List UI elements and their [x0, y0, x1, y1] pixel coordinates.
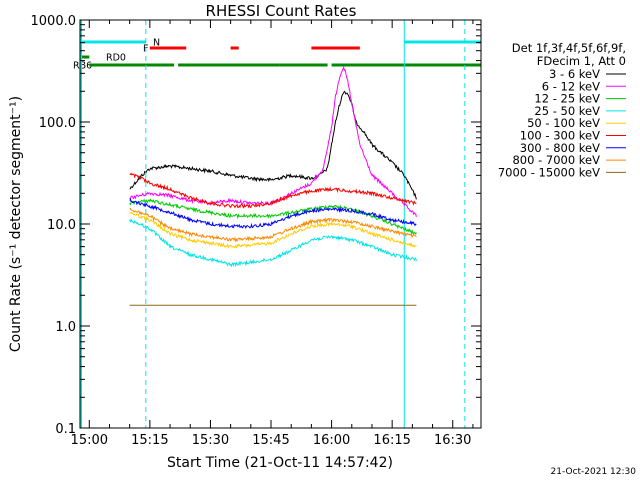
chart-title: RHESSI Count Rates — [206, 2, 357, 20]
y-tick-label-5: 1000.0 — [31, 14, 77, 29]
series-line-4 — [129, 218, 417, 268]
series-line-6 — [129, 172, 417, 209]
legend-label-5: 50 - 100 keV — [527, 116, 600, 130]
y-tick-label-4: 100.0 — [39, 116, 76, 131]
legend-label-3: 12 - 25 keV — [534, 92, 600, 106]
x-tick-label-4: 15:45 — [252, 433, 289, 448]
plot-frame — [79, 19, 482, 429]
legend-label-8: 800 - 7000 keV — [512, 153, 600, 167]
series-line-5 — [129, 212, 417, 250]
y-ticks: 0.1 1.0 10.0 100.0 1000.0 — [31, 14, 481, 437]
series-line-2 — [129, 65, 417, 218]
y-tick-label-1: 0.1 — [55, 422, 76, 437]
flag-label-1: N — [153, 38, 160, 49]
series-line-1 — [129, 90, 417, 200]
flag-label-3: RD0 — [106, 53, 126, 64]
flag-bars-layer: NFRD0RB6 — [73, 38, 481, 72]
legend-label-1: 3 - 6 keV — [549, 67, 600, 81]
y-tick-label-3: 10.0 — [47, 218, 76, 233]
x-axis-title: Start Time (21-Oct-11 14:57:42) — [167, 455, 393, 471]
legend-label-6: 100 - 300 keV — [520, 129, 600, 143]
series-line-8 — [129, 207, 417, 243]
x-tick-label-1: 15:00 — [71, 433, 108, 448]
legend-label-9: 7000 - 15000 keV — [498, 165, 600, 179]
x-tick-label-6: 16:15 — [373, 433, 410, 448]
x-tick-label-7: 16:30 — [434, 433, 471, 448]
legend-label-7: 300 - 800 keV — [520, 141, 600, 155]
y-tick-label-2: 1.0 — [55, 320, 76, 335]
x-tick-label-5: 16:00 — [313, 433, 350, 448]
legend-header-line-2: FDecim 1, Att 0 — [537, 54, 626, 68]
series-line-3 — [129, 198, 417, 236]
y-axis-title: Count Rate (s⁻¹ detector segment⁻¹) — [8, 96, 24, 352]
legend-label-4: 25 - 50 keV — [534, 104, 600, 118]
footer-date: 21-Oct-2021 12:30 — [551, 467, 637, 477]
x-tick-label-2: 15:15 — [131, 433, 168, 448]
flag-label-4: RB6 — [73, 61, 92, 72]
series-layer — [129, 65, 417, 306]
legend-header-line-1: Det 1f,3f,4f,5f,6f,9f, — [512, 41, 626, 55]
x-ticks: 15:00 15:15 15:30 15:45 16:00 16:15 16:30 — [71, 20, 474, 448]
legend: Det 1f,3f,4f,5f,6f,9f, FDecim 1, Att 0 3… — [498, 41, 626, 179]
x-tick-label-3: 15:30 — [192, 433, 229, 448]
legend-label-2: 6 - 12 keV — [542, 79, 600, 93]
series-line-7 — [129, 198, 417, 229]
